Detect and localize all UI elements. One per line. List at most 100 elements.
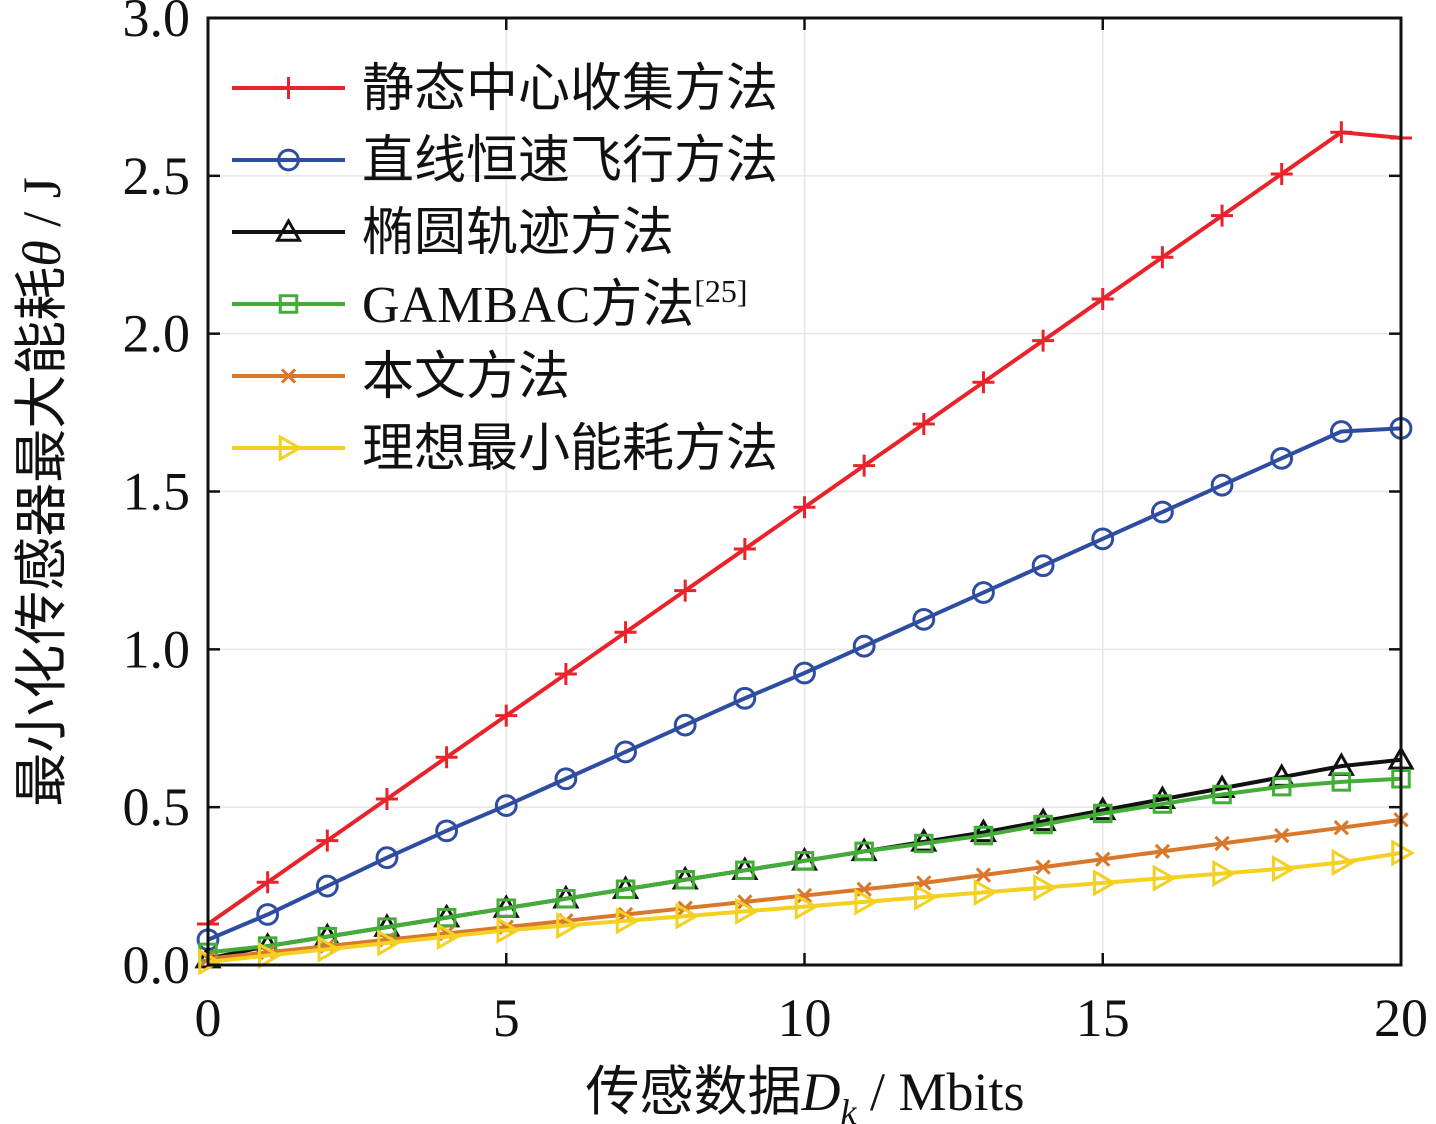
data-point (554, 767, 578, 791)
data-point (910, 827, 938, 852)
series-line (207, 850, 1402, 964)
data-point (1093, 869, 1117, 897)
data-point (257, 941, 282, 970)
data-point (794, 851, 815, 871)
data-point (556, 911, 580, 940)
x-tick-label: 10 (778, 988, 832, 1048)
data-point (1331, 772, 1352, 792)
data-point (614, 740, 637, 764)
legend-label: 本文方法 (362, 349, 570, 406)
data-point (733, 537, 756, 560)
series-plus (197, 121, 1412, 935)
data-point (1154, 843, 1171, 860)
data-point (1330, 121, 1353, 144)
legend-item: 静态中心收集方法 (232, 61, 778, 118)
data-point (794, 893, 819, 921)
data-point (1152, 794, 1173, 814)
y-tick-label: 3.0 (123, 0, 191, 48)
data-point (435, 819, 459, 843)
legend-label: 直线恒速飞行方法 (362, 133, 778, 190)
data-point (852, 634, 876, 658)
data-point (278, 434, 303, 462)
x-tick-label: 20 (1374, 988, 1428, 1048)
data-point (1329, 420, 1353, 443)
data-point (735, 897, 759, 925)
legend-item: 椭圆轨迹方法 (232, 205, 674, 262)
data-point (854, 888, 879, 916)
data-point (1271, 776, 1292, 797)
data-point (972, 371, 995, 394)
data-point (796, 887, 813, 904)
data-point (1214, 835, 1230, 852)
data-point (1031, 554, 1055, 578)
legend-item: 理想最小能耗方法 (232, 421, 778, 478)
data-point (315, 874, 339, 898)
series-triangle-right (198, 839, 1416, 976)
data-point (793, 661, 816, 685)
data-point (494, 794, 518, 817)
data-point (733, 686, 757, 710)
legend-item: GAMBAC方法[25] (232, 273, 748, 334)
legend-label: GAMBAC方法[25] (362, 273, 748, 334)
data-point (1035, 859, 1051, 875)
data-point (280, 368, 297, 384)
data-point (1151, 500, 1174, 524)
legend-item: 本文方法 (232, 349, 570, 406)
data-point (1089, 796, 1117, 821)
series-layer (194, 121, 1416, 976)
series-line (207, 426, 1402, 942)
data-point (615, 879, 636, 899)
data-point (1331, 848, 1356, 876)
x-tick-label: 15 (1076, 988, 1130, 1048)
y-tick-label: 0.0 (123, 935, 191, 995)
data-point (1093, 803, 1113, 824)
data-point (1270, 162, 1293, 185)
legend-label: 椭圆轨迹方法 (362, 205, 674, 262)
data-point (1033, 814, 1053, 835)
data-point (375, 787, 398, 810)
data-point (1212, 784, 1232, 805)
data-point (973, 878, 998, 906)
data-point (853, 454, 876, 477)
data-point (854, 841, 874, 862)
data-point (436, 923, 461, 951)
data-point (274, 217, 303, 242)
data-point (1152, 864, 1177, 892)
data-point (277, 148, 300, 172)
y-tick-label: 2.5 (123, 146, 191, 206)
data-point (675, 902, 700, 930)
data-point (435, 746, 458, 769)
legend-label: 静态中心收集方法 (362, 61, 778, 118)
data-point (1271, 855, 1296, 883)
data-point (496, 898, 516, 918)
data-point (973, 825, 994, 846)
data-point (614, 621, 637, 644)
series-line (207, 776, 1402, 955)
data-point (735, 860, 755, 881)
legend-label: 理想最小能耗方法 (362, 421, 778, 478)
data-point (1212, 859, 1237, 888)
y-tick-label: 2.0 (123, 304, 191, 364)
data-point (1095, 851, 1111, 867)
data-point (1148, 785, 1176, 810)
data-point (673, 713, 697, 737)
data-point (496, 916, 521, 944)
data-point (972, 581, 995, 604)
data-point (793, 496, 816, 519)
data-point (277, 77, 300, 99)
data-point (914, 833, 934, 854)
x-tick-label: 0 (195, 988, 222, 1048)
data-point (1032, 329, 1055, 352)
x-tick-label: 5 (493, 988, 520, 1048)
data-point (1210, 473, 1234, 497)
data-point (554, 662, 577, 685)
data-point (1091, 287, 1114, 310)
data-point (912, 412, 935, 435)
data-point (674, 579, 697, 602)
data-point (969, 818, 998, 843)
data-point (256, 871, 279, 894)
data-point (1033, 874, 1058, 902)
legend-item: 直线恒速飞行方法 (232, 133, 778, 190)
